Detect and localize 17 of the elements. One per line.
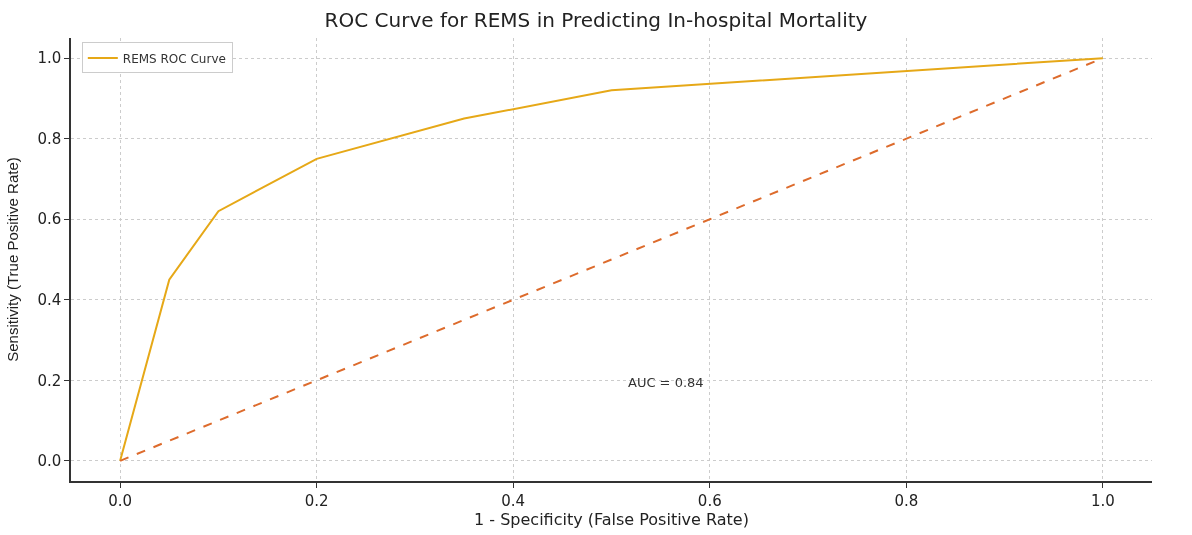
chart-title: ROC Curve for REMS in Predicting In-hospital Mortality bbox=[324, 8, 868, 33]
annotation: AUC = 0.84 bbox=[628, 375, 704, 390]
legend-label: REMS ROC Curve bbox=[122, 51, 226, 66]
y-axis-title: Sensitivity (True Positive Rate) bbox=[4, 157, 22, 362]
x-axis-title: 1 - Specificity (False Positive Rate) bbox=[474, 509, 749, 529]
x-tick-label: 0.4 bbox=[501, 491, 526, 510]
y-tick-label: 0.2 bbox=[37, 371, 62, 390]
y-tick-label: 1.0 bbox=[37, 49, 62, 68]
x-tick-label: 0.6 bbox=[697, 491, 722, 510]
y-tick-label: 0.8 bbox=[37, 129, 62, 148]
x-tick-label: 0.0 bbox=[108, 491, 133, 510]
x-tick-label: 1.0 bbox=[1090, 491, 1115, 510]
y-tick-label: 0.6 bbox=[37, 210, 62, 229]
x-tick-label: 0.8 bbox=[894, 491, 919, 510]
y-tick-label: 0.0 bbox=[37, 452, 62, 471]
y-tick-label: 0.4 bbox=[37, 291, 62, 310]
x-tick-label: 0.2 bbox=[304, 491, 329, 510]
